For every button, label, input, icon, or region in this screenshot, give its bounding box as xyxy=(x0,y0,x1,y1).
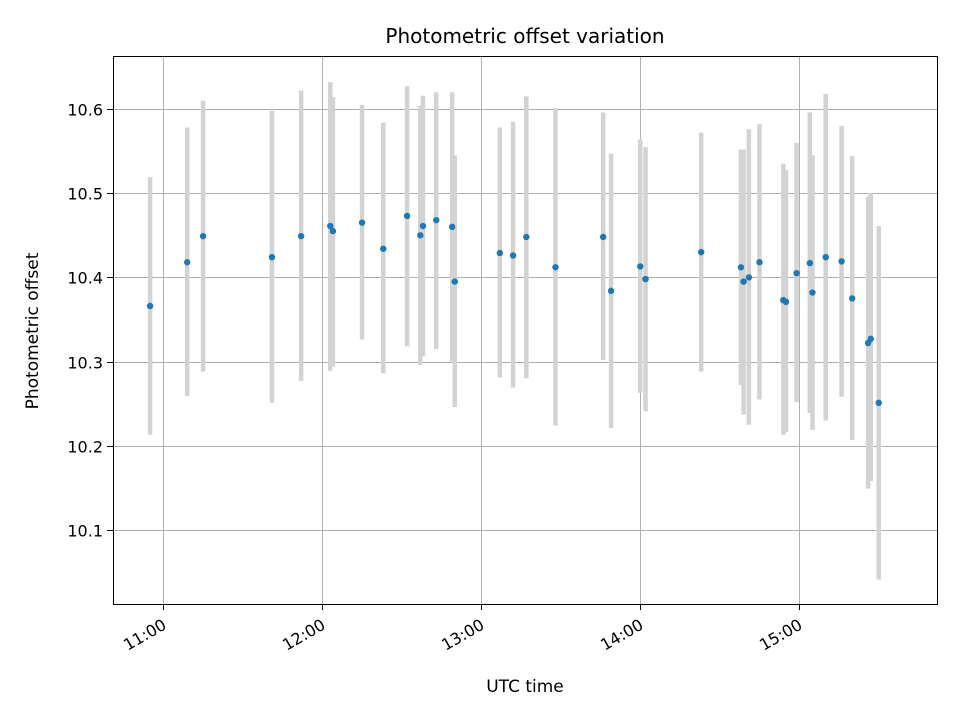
data-point xyxy=(793,269,800,277)
y-tick-label: 10.4 xyxy=(67,269,103,288)
data-points xyxy=(146,212,882,407)
data-point xyxy=(867,335,874,343)
data-point xyxy=(607,287,615,295)
data-point xyxy=(838,258,845,265)
data-point xyxy=(146,302,154,310)
y-tick-label: 10.1 xyxy=(67,522,103,541)
data-point xyxy=(599,233,607,241)
y-tick-label: 10.6 xyxy=(67,101,103,120)
data-point xyxy=(433,216,440,224)
data-point xyxy=(297,232,305,240)
data-point xyxy=(358,219,366,226)
data-point xyxy=(875,399,882,407)
plot-frame xyxy=(113,56,938,605)
data-point xyxy=(523,233,530,241)
y-axis-title: Photometric offset xyxy=(23,252,43,409)
data-point xyxy=(745,274,753,281)
data-point xyxy=(268,253,276,261)
data-point xyxy=(756,259,763,266)
data-point xyxy=(806,259,814,267)
y-tick-label: 10.5 xyxy=(67,185,103,204)
data-point xyxy=(496,249,504,257)
data-point xyxy=(199,232,207,240)
data-point xyxy=(183,259,191,266)
y-tick-label: 10.3 xyxy=(67,354,103,373)
y-tick-label: 10.2 xyxy=(67,438,103,457)
x-axis-title: UTC time xyxy=(486,677,564,697)
data-point xyxy=(637,263,644,270)
data-point xyxy=(329,227,337,235)
data-point xyxy=(782,298,790,306)
data-point xyxy=(740,278,747,285)
data-point xyxy=(849,295,856,302)
data-point xyxy=(327,222,334,230)
chart-title: Photometric offset variation xyxy=(385,24,664,48)
data-point xyxy=(448,223,456,231)
data-point xyxy=(403,212,411,220)
data-point xyxy=(419,222,427,230)
data-point xyxy=(380,245,387,252)
data-point xyxy=(509,252,517,259)
data-point xyxy=(552,264,559,271)
data-point xyxy=(642,275,649,283)
data-point xyxy=(809,289,816,296)
data-point xyxy=(697,248,705,256)
data-point xyxy=(451,278,458,285)
data-point xyxy=(737,264,745,271)
data-point xyxy=(822,253,829,261)
y-axis-ticks: 10.1 10.2 10.3 10.4 10.5 10.6 xyxy=(67,101,113,541)
data-point xyxy=(417,232,424,239)
